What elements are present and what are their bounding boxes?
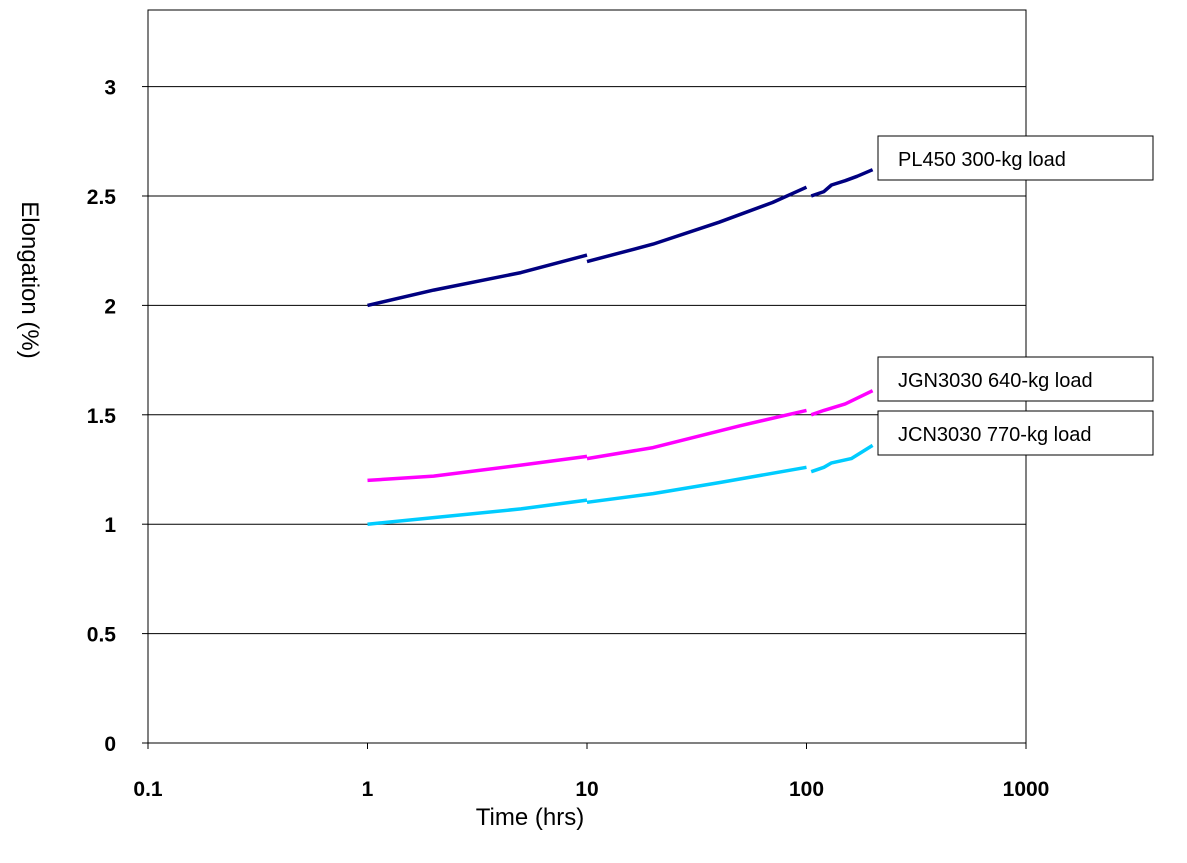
y-axis-label: Elongation (%) — [16, 201, 43, 358]
legend-boxes: PL450 300-kg load JGN3030 640-kg load JCN3… — [877, 135, 1154, 456]
y-tick-label: 2.5 — [87, 186, 117, 209]
series-line — [586, 185, 808, 264]
x-axis-ticks: 0.1 1 10 100 1000 — [133, 743, 1049, 801]
x-tick-label: 0.1 — [133, 778, 163, 801]
legend-box — [877, 410, 1154, 456]
y-axis-ticks: 0 0.5 1 1.5 2 2.5 3 — [87, 77, 148, 756]
y-tick-label: 0 — [104, 733, 116, 756]
series-lines — [367, 168, 874, 526]
y-tick-label: 2 — [104, 295, 116, 318]
y-tick-label: 0.5 — [87, 624, 117, 647]
y-tick-label: 1 — [104, 514, 116, 537]
y-tick-label: 1.5 — [87, 405, 117, 428]
legend-label: JGN3030 640-kg load — [898, 370, 1093, 392]
legend-label: PL450 300-kg load — [898, 149, 1066, 171]
y-tick-label: 3 — [104, 77, 116, 100]
series-line — [367, 454, 588, 483]
grid-lines — [148, 86, 1026, 635]
series-line — [367, 498, 588, 526]
x-tick-label: 1000 — [1003, 778, 1050, 801]
legend-box — [877, 135, 1154, 181]
legend-label: JCN3030 770-kg load — [898, 424, 1091, 446]
series-line — [810, 389, 874, 417]
x-axis-label: Time (hrs) — [476, 804, 584, 831]
x-tick-label: 100 — [789, 778, 824, 801]
x-tick-label: 1 — [362, 778, 374, 801]
series-line — [586, 465, 807, 505]
x-tick-label: 10 — [575, 778, 598, 801]
series-line — [367, 253, 588, 308]
legend-box — [877, 356, 1154, 402]
series-line — [810, 168, 874, 198]
series-line — [810, 443, 874, 474]
series-line — [586, 408, 807, 461]
